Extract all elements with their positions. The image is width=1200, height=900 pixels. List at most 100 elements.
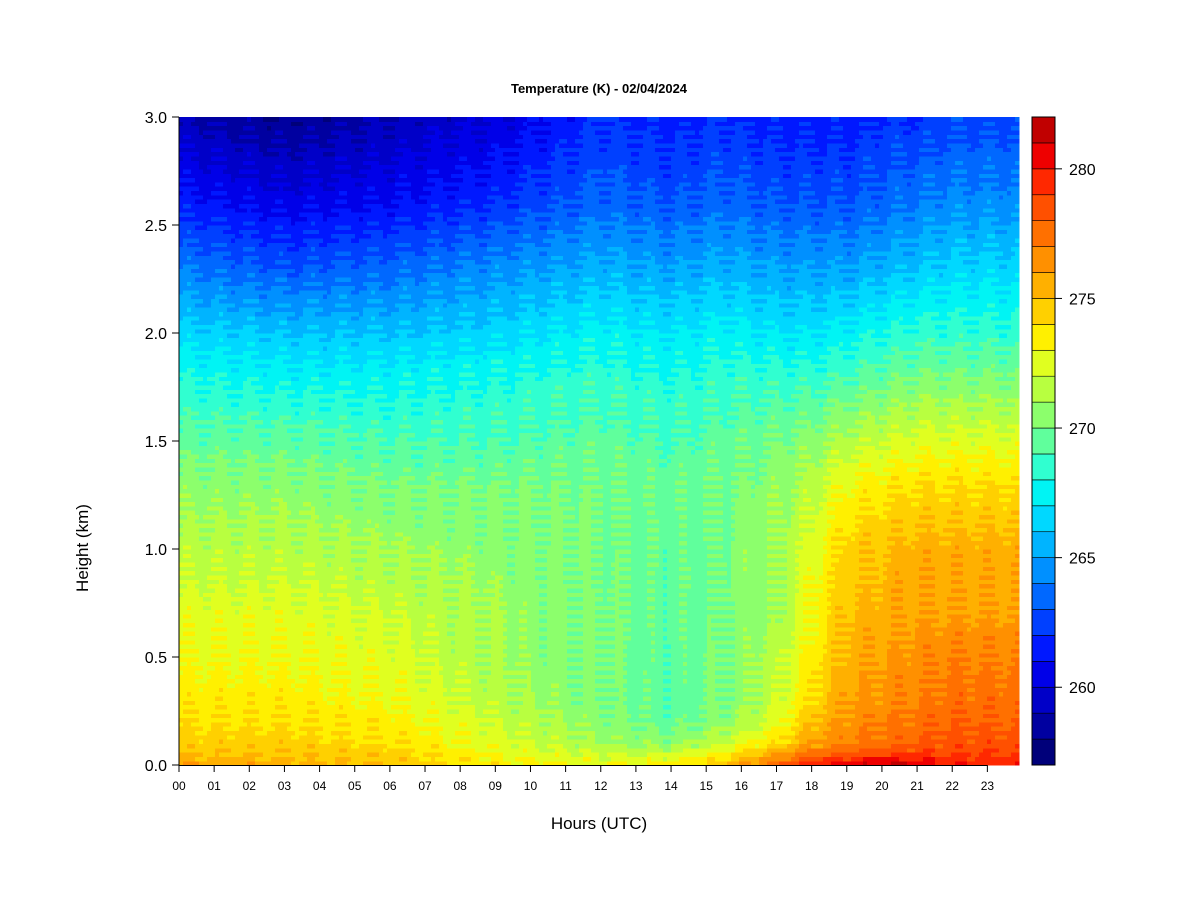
heatmap-cell bbox=[235, 281, 240, 286]
heatmap-cell bbox=[227, 661, 232, 666]
heatmap-cell bbox=[259, 540, 264, 545]
heatmap-cell bbox=[179, 264, 184, 269]
heatmap-cell bbox=[227, 454, 232, 459]
heatmap-cell bbox=[267, 303, 272, 308]
heatmap-cell bbox=[299, 260, 304, 265]
heatmap-cell bbox=[235, 670, 240, 675]
heatmap-cell bbox=[231, 411, 236, 416]
heatmap-cell bbox=[283, 216, 288, 221]
heatmap-cell bbox=[179, 705, 184, 710]
heatmap-cell bbox=[195, 165, 200, 170]
heatmap-cell bbox=[235, 376, 240, 381]
heatmap-cell bbox=[183, 134, 188, 139]
heatmap-cell bbox=[275, 476, 280, 481]
heatmap-cell bbox=[251, 381, 256, 386]
heatmap-cell bbox=[203, 735, 208, 740]
heatmap-cell bbox=[283, 683, 288, 688]
heatmap-cell bbox=[239, 199, 244, 204]
heatmap-cell bbox=[271, 333, 276, 338]
heatmap-cell bbox=[191, 260, 196, 265]
heatmap-cell bbox=[227, 229, 232, 234]
heatmap-cell bbox=[231, 501, 236, 506]
heatmap-cell bbox=[223, 398, 228, 403]
heatmap-cell bbox=[263, 337, 268, 342]
heatmap-cell bbox=[199, 523, 204, 528]
heatmap-cell bbox=[223, 411, 228, 416]
heatmap-cell bbox=[259, 614, 264, 619]
heatmap-cell bbox=[179, 644, 184, 649]
heatmap-cell bbox=[255, 514, 260, 519]
heatmap-cell bbox=[283, 445, 288, 450]
heatmap-cell bbox=[179, 350, 184, 355]
heatmap-cell bbox=[231, 640, 236, 645]
heatmap-cell bbox=[279, 195, 284, 200]
heatmap-cell bbox=[295, 635, 300, 640]
heatmap-cell bbox=[259, 281, 264, 286]
heatmap-cell bbox=[211, 190, 216, 195]
heatmap-cell bbox=[239, 575, 244, 580]
heatmap-cell bbox=[247, 152, 252, 157]
heatmap-cell bbox=[279, 540, 284, 545]
heatmap-cell bbox=[255, 342, 260, 347]
heatmap-cell bbox=[183, 705, 188, 710]
heatmap-cell bbox=[191, 501, 196, 506]
heatmap-cell bbox=[199, 273, 204, 278]
heatmap-cell bbox=[255, 402, 260, 407]
heatmap-cell bbox=[223, 627, 228, 632]
heatmap-cell bbox=[195, 402, 200, 407]
heatmap-cell bbox=[227, 160, 232, 165]
heatmap-cell bbox=[255, 674, 260, 679]
heatmap-cell bbox=[267, 514, 272, 519]
heatmap-cell bbox=[243, 199, 248, 204]
heatmap-cell bbox=[263, 480, 268, 485]
heatmap-cell bbox=[251, 121, 256, 126]
heatmap-cell bbox=[235, 743, 240, 748]
heatmap-cell bbox=[243, 376, 248, 381]
heatmap-cell bbox=[259, 501, 264, 506]
heatmap-cell bbox=[263, 752, 268, 757]
heatmap-cell bbox=[263, 722, 268, 727]
heatmap-cell bbox=[255, 713, 260, 718]
heatmap-cell bbox=[291, 493, 296, 498]
heatmap-cell bbox=[183, 558, 188, 563]
heatmap-cell bbox=[211, 294, 216, 299]
heatmap-cell bbox=[271, 467, 276, 472]
heatmap-cell bbox=[299, 424, 304, 429]
heatmap-cell bbox=[279, 190, 284, 195]
heatmap-cell bbox=[207, 493, 212, 498]
heatmap-cell bbox=[231, 333, 236, 338]
heatmap-cell bbox=[251, 156, 256, 161]
heatmap-cell bbox=[223, 506, 228, 511]
heatmap-cell bbox=[223, 467, 228, 472]
heatmap-cell bbox=[187, 657, 192, 662]
heatmap-cell bbox=[183, 506, 188, 511]
heatmap-cell bbox=[191, 324, 196, 329]
heatmap-cell bbox=[207, 199, 212, 204]
heatmap-cell bbox=[179, 385, 184, 390]
heatmap-cell bbox=[291, 247, 296, 252]
heatmap-cell bbox=[267, 575, 272, 580]
heatmap-cell bbox=[211, 601, 216, 606]
heatmap-cell bbox=[295, 700, 300, 705]
heatmap-cell bbox=[255, 337, 260, 342]
heatmap-cell bbox=[235, 294, 240, 299]
heatmap-cell bbox=[191, 726, 196, 731]
heatmap-cell bbox=[239, 726, 244, 731]
heatmap-cell bbox=[195, 389, 200, 394]
heatmap-cell bbox=[191, 445, 196, 450]
heatmap-cell bbox=[183, 372, 188, 377]
heatmap-cell bbox=[223, 558, 228, 563]
heatmap-cell bbox=[295, 709, 300, 714]
heatmap-cell bbox=[215, 705, 220, 710]
heatmap-cell bbox=[203, 458, 208, 463]
heatmap-cell bbox=[287, 674, 292, 679]
heatmap-cell bbox=[291, 381, 296, 386]
heatmap-cell bbox=[183, 489, 188, 494]
heatmap-cell bbox=[235, 506, 240, 511]
heatmap-cell bbox=[271, 644, 276, 649]
heatmap-cell bbox=[251, 501, 256, 506]
heatmap-cell bbox=[287, 303, 292, 308]
heatmap-cell bbox=[295, 713, 300, 718]
heatmap-cell bbox=[199, 635, 204, 640]
heatmap-cell bbox=[235, 238, 240, 243]
